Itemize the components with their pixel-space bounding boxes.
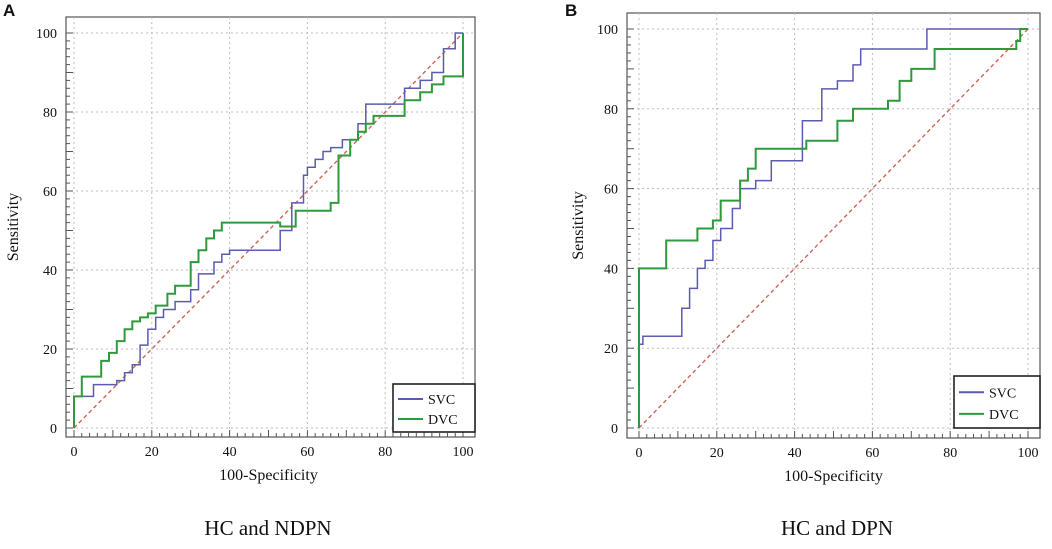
panel-a-y-tick-label: 100 [36,27,57,42]
panel-b-y-tick-label: 100 [597,23,618,38]
panel-a-y-tick-label: 20 [43,343,57,358]
panel-a-plot-frame [66,17,475,437]
panel-b-x-tick-label: 20 [710,446,724,461]
panel-b-legend-label-svc: SVC [989,386,1016,401]
panel-a-x-tick-label: 100 [453,445,474,460]
panel-b-letter: B [565,1,577,20]
panel-a-x-tick-label: 80 [378,445,392,460]
panel-b-caption: HC and DPN [781,516,893,540]
panel-b-x-tick-label: 80 [943,446,957,461]
panel-a-x-tick-label: 60 [300,445,314,460]
panel-a-y-tick-label: 0 [50,422,57,437]
panel-a-y-axis-title: Sensitivity [5,193,22,261]
panel-b-x-tick-label: 0 [636,446,643,461]
panel-b-y-tick-label: 40 [604,262,618,277]
panel-a-legend-label-dvc: DVC [428,413,458,428]
panel-a-x-axis-title: 100-Specificity [219,467,318,484]
panel-a-y-tick-label: 80 [43,106,57,121]
panel-b-plot-frame [627,13,1040,438]
panel-a-legend: SVC DVC [393,384,475,432]
panel-a-x-tick-label: 20 [145,445,159,460]
panel-b-x-axis-title: 100-Specificity [784,468,883,485]
panel-b-y-tick-label: 60 [604,183,618,198]
panel-a: 0 20 40 60 80 100 0 20 40 60 80 100 100-Specificity S… [3,1,475,540]
panel-a-x-tick-label: 0 [71,445,78,460]
panel-b-x-tick-label: 60 [865,446,879,461]
panel-b-x-tick-label: 100 [1018,446,1039,461]
panel-b-legend-label-dvc: DVC [989,408,1019,423]
panel-a-legend-label-svc: SVC [428,393,455,408]
panel-b-y-tick-label: 20 [604,342,618,357]
panel-a-letter: A [3,1,15,20]
panel-b-x-tick-label: 40 [788,446,802,461]
panel-b: 0 20 40 60 80 100 0 20 40 60 80 100 100-Specificity S… [565,1,1040,540]
panel-a-caption: HC and NDPN [204,516,331,540]
panel-b-y-tick-label: 80 [604,103,618,118]
panel-b-legend: SVC DVC [954,376,1040,428]
figure: 0 20 40 60 80 100 0 20 40 60 80 100 100-Specificity S… [0,0,1052,549]
panel-a-y-tick-label: 40 [43,264,57,279]
panel-a-y-tick-label: 60 [43,185,57,200]
panel-b-y-axis-title: Sensitivity [570,191,587,259]
panel-a-x-tick-label: 40 [223,445,237,460]
panel-b-y-tick-label: 0 [611,422,618,437]
